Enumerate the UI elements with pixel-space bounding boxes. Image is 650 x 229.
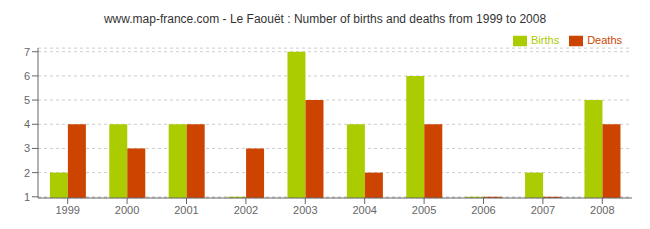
svg-text:7: 7 bbox=[24, 46, 30, 58]
svg-text:5: 5 bbox=[24, 94, 30, 106]
svg-text:2: 2 bbox=[24, 167, 30, 179]
svg-text:2000: 2000 bbox=[115, 204, 139, 216]
svg-text:2003: 2003 bbox=[293, 204, 317, 216]
svg-text:4: 4 bbox=[24, 118, 30, 130]
svg-text:2002: 2002 bbox=[234, 204, 258, 216]
svg-text:1999: 1999 bbox=[55, 204, 79, 216]
html-text:Deaths: Deaths bbox=[587, 34, 622, 46]
html-text:www.map-france.com - Le Faouët: www.map-france.com - Le Faouët : Number … bbox=[103, 12, 547, 26]
svg-text:2005: 2005 bbox=[412, 204, 436, 216]
svg-text:2001: 2001 bbox=[174, 204, 198, 216]
svg-text:2008: 2008 bbox=[590, 204, 614, 216]
svg-text:2004: 2004 bbox=[352, 204, 376, 216]
html-text:Births: Births bbox=[531, 34, 560, 46]
svg-text:3: 3 bbox=[24, 142, 30, 154]
svg-text:6: 6 bbox=[24, 70, 30, 82]
svg-text:2007: 2007 bbox=[531, 204, 555, 216]
svg-text:2006: 2006 bbox=[471, 204, 495, 216]
svg-text:1: 1 bbox=[24, 191, 30, 203]
